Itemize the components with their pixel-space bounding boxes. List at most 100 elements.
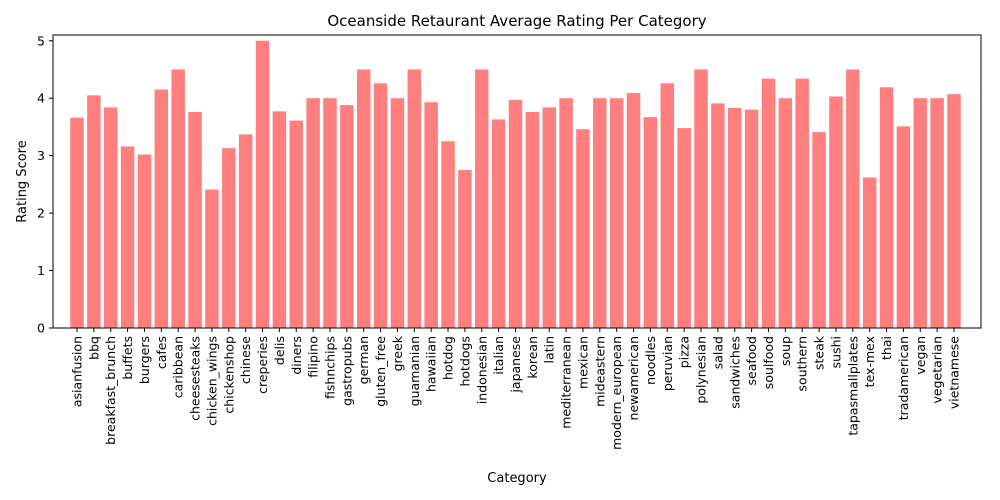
y-axis: 0 1 2 3 4 5 bbox=[37, 33, 53, 336]
x-tick-label: latin bbox=[542, 336, 557, 363]
x-tick-label: peruvian bbox=[660, 336, 675, 391]
x-tick-label: southern bbox=[795, 336, 810, 391]
y-tick-label: 4 bbox=[37, 91, 45, 106]
y-axis-label: Rating Score bbox=[15, 140, 30, 222]
x-tick-label: thai bbox=[879, 336, 894, 360]
y-tick-label: 2 bbox=[37, 206, 45, 221]
x-tick-label: chinese bbox=[238, 336, 253, 384]
x-tick-label: filipino bbox=[306, 336, 321, 378]
bar-pizza bbox=[677, 128, 691, 328]
x-tick-label: sandwiches bbox=[727, 336, 742, 409]
bar-greek bbox=[390, 98, 405, 328]
bar-peruvian bbox=[660, 83, 675, 328]
bar-noodles bbox=[643, 117, 658, 329]
x-tick-label: caribbean bbox=[171, 336, 186, 398]
x-tick-label: japanese bbox=[508, 336, 523, 394]
x-tick-label: vegetarian bbox=[930, 336, 945, 403]
bar-chinese bbox=[238, 134, 253, 328]
bar-tradamerican bbox=[896, 126, 911, 328]
x-tick-label: newamerican bbox=[626, 336, 641, 420]
bar-diners bbox=[289, 120, 303, 328]
bar-bbq bbox=[87, 95, 101, 328]
bar-gastropubs bbox=[340, 105, 354, 328]
bar-thai bbox=[879, 87, 894, 328]
x-tick-label: tex-mex bbox=[862, 336, 877, 387]
bar-vegan bbox=[913, 98, 928, 328]
bar-japanese bbox=[508, 99, 523, 328]
x-tick-label: tapasmallplates bbox=[845, 336, 860, 436]
bar-caribbean bbox=[171, 69, 185, 328]
bar-soup bbox=[778, 98, 793, 328]
x-tick-label: mideastern bbox=[592, 336, 607, 407]
x-tick-label: hawaiian bbox=[424, 336, 439, 392]
bar-mexican bbox=[576, 129, 590, 328]
x-tick-label: gluten_free bbox=[373, 336, 388, 407]
bar-latin bbox=[542, 107, 556, 328]
x-tick-label: hotdog bbox=[441, 336, 456, 380]
x-axis: asianfusion bbq breakfast_brunch buffets bur… bbox=[70, 328, 962, 450]
y-tick-label: 1 bbox=[37, 263, 45, 278]
x-tick-label: cafes bbox=[154, 336, 169, 369]
bar-seafood bbox=[744, 109, 759, 328]
bar-burgers bbox=[137, 154, 152, 328]
x-tick-label: fishnchips bbox=[322, 336, 337, 399]
x-tick-label: noodles bbox=[643, 336, 658, 385]
x-tick-label: mediterranean bbox=[559, 336, 574, 429]
bar-newamerican bbox=[626, 93, 641, 328]
x-tick-label: creperies bbox=[255, 336, 270, 394]
bar-tapasmallplates bbox=[846, 69, 860, 328]
y-tick-label: 5 bbox=[37, 33, 45, 48]
bar-buffets bbox=[120, 146, 135, 328]
bar-polynesian bbox=[694, 69, 708, 328]
bar-cafes bbox=[154, 89, 169, 328]
x-tick-label: polynesian bbox=[694, 336, 709, 404]
x-tick-label: korean bbox=[525, 336, 540, 379]
x-tick-label: italian bbox=[491, 336, 506, 375]
y-tick-label: 3 bbox=[37, 148, 45, 163]
x-tick-label: bbq bbox=[86, 336, 101, 360]
x-tick-label: guamanian bbox=[407, 336, 422, 406]
x-tick-label: mexican bbox=[575, 336, 590, 389]
x-tick-label: greek bbox=[390, 335, 405, 371]
bar-mediterranean bbox=[559, 98, 573, 328]
bar-soulfood bbox=[761, 78, 776, 328]
bar-filipino bbox=[306, 98, 320, 328]
x-tick-label: tradamerican bbox=[896, 336, 911, 420]
x-tick-label: sushi bbox=[828, 336, 843, 368]
bar-mideastern bbox=[593, 98, 607, 328]
bar-salad bbox=[711, 103, 725, 329]
bar-cheesesteaks bbox=[188, 111, 202, 328]
bar-southern bbox=[795, 78, 809, 328]
x-tick-label: soulfood bbox=[761, 336, 776, 389]
bar-sandwiches bbox=[728, 107, 742, 329]
x-tick-label: vietnamese bbox=[947, 336, 962, 409]
bar-sushi bbox=[829, 96, 843, 328]
x-tick-label: soup bbox=[778, 336, 793, 366]
x-tick-label: delis bbox=[272, 336, 287, 365]
bar-gluten_free bbox=[373, 83, 388, 328]
bar-creperies bbox=[255, 40, 270, 328]
x-tick-label: steak bbox=[812, 335, 827, 370]
bar-fishnchips bbox=[323, 98, 337, 328]
bar-vegetarian bbox=[930, 98, 944, 328]
bar-italian bbox=[491, 119, 506, 328]
x-tick-label: gastropubs bbox=[339, 336, 354, 406]
x-tick-label: burgers bbox=[137, 336, 152, 384]
x-tick-label: salad bbox=[710, 336, 725, 369]
bar-korean bbox=[525, 111, 540, 328]
bar-guamanian bbox=[407, 69, 422, 328]
x-tick-label: hotdogs bbox=[457, 336, 472, 387]
x-tick-label: german bbox=[356, 336, 371, 384]
bar-modern_european bbox=[609, 98, 624, 328]
x-tick-label: breakfast_brunch bbox=[103, 336, 118, 445]
bar-chickenshop bbox=[222, 148, 236, 328]
bar-asianfusion bbox=[70, 117, 84, 328]
x-tick-label: cheesesteaks bbox=[188, 336, 203, 421]
bar-breakfast_brunch bbox=[103, 107, 118, 328]
x-axis-label: Category bbox=[487, 471, 547, 486]
bar-vietnamese bbox=[947, 94, 961, 328]
bar-steak bbox=[812, 132, 826, 328]
y-tick-label: 0 bbox=[37, 321, 45, 336]
x-tick-label: buffets bbox=[120, 336, 135, 380]
x-tick-label: diners bbox=[289, 336, 304, 375]
